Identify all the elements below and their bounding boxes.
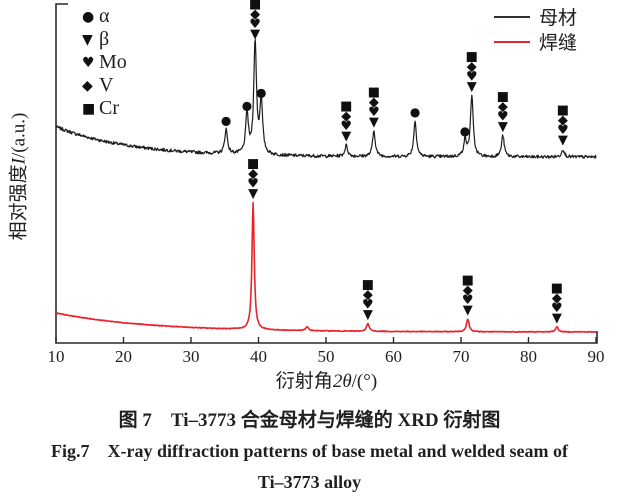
peak-marker-icon: ■ xyxy=(497,90,509,105)
x-axis-tick-label: 20 xyxy=(115,347,132,366)
x-axis-label: 衍射角2θ/(°) xyxy=(0,366,619,393)
peak-marker-icon: ■ xyxy=(362,278,374,293)
x-axis-tick-label: 70 xyxy=(453,347,470,366)
v-diamond-marker-icon: ◆ xyxy=(82,77,93,94)
figure-caption: 图 7 Ti–3773 合金母材与焊缝的 XRD 衍射图 Fig.7 X-ray… xyxy=(0,398,619,494)
peak-marker-icon: ◆ xyxy=(248,167,258,182)
peak-marker-icon: ♥ xyxy=(466,69,478,84)
peak-marker-icon: ◆ xyxy=(369,95,379,110)
y-axis-label-text: 相对强度 xyxy=(8,164,30,241)
peak-marker-icon: ◆ xyxy=(498,100,508,115)
phase-label-mo: Mo xyxy=(99,51,127,73)
x-axis-tick-label: 60 xyxy=(385,347,402,366)
peak-marker-icon: ■ xyxy=(557,103,569,118)
base-metal-line-swatch xyxy=(494,15,530,18)
xrd-chart-area: 10 20 30 40 50 60 70 80 90 ● ● ▼ ♥ ◆ ■ ● ▼ ♥ ◆ ■ ▼ ♥ ◆ ■ ● ● ▼ ♥ ◆ ■ ▼… xyxy=(0,0,619,393)
phase-label-cr: Cr xyxy=(99,97,119,119)
peak-marker-icon: ▼ xyxy=(463,303,473,318)
peak-marker-icon: ♥ xyxy=(249,17,261,32)
peak-marker-icon: ■ xyxy=(466,49,478,64)
beta-triangle-marker-icon: ▼ xyxy=(82,31,93,48)
y-axis-label-symbol: I xyxy=(8,158,30,165)
weld-seam-label: 焊缝 xyxy=(539,33,578,54)
series-legend: 母材 焊缝 xyxy=(494,4,577,54)
peak-marker-icon: ■ xyxy=(462,273,474,288)
x-axis-tick-label: 80 xyxy=(520,347,537,366)
peak-marker-icon: ♥ xyxy=(247,177,259,192)
phase-legend-item-beta: ▼ β xyxy=(82,28,127,51)
x-axis-label-units: /(°) xyxy=(351,371,378,392)
y-axis-label: 相对强度I/(a.u.) xyxy=(4,67,31,287)
peak-marker-icon: ● xyxy=(410,105,420,119)
x-axis-tick-label: 50 xyxy=(318,347,335,366)
peak-marker-icon: ♥ xyxy=(368,105,380,120)
x-axis-tick-label: 40 xyxy=(250,347,267,366)
phase-legend-item-cr: ■ Cr xyxy=(82,97,127,120)
caption-english-line1: Fig.7 X-ray diffraction patterns of base… xyxy=(51,441,568,461)
xrd-curve-base-metal xyxy=(55,39,597,159)
phase-legend-item-v: ◆ V xyxy=(82,74,127,97)
cr-square-marker-icon: ■ xyxy=(82,100,96,117)
peak-marker-icon: ▼ xyxy=(341,129,351,144)
xrd-plot: 10 20 30 40 50 60 70 80 90●●▼♥◆■●▼♥◆■▼♥◆■●●▼♥◆■▼… xyxy=(48,0,605,366)
x-axis-label-text: 衍射角 xyxy=(275,371,333,392)
peak-marker-icon: ■ xyxy=(551,281,563,296)
phase-label-beta: β xyxy=(99,28,110,50)
caption-english-line2: Ti–3773 alloy xyxy=(257,472,362,492)
weld-seam-line-swatch xyxy=(494,40,530,43)
caption-chinese: 图 7 Ti–3773 合金母材与焊缝的 XRD 衍射图 xyxy=(118,410,501,431)
peak-marker-icon: ● xyxy=(460,124,470,138)
x-axis-tick-label: 30 xyxy=(183,347,200,366)
phase-label-alpha: α xyxy=(99,5,110,27)
peak-marker-icon: ◆ xyxy=(250,7,260,22)
x-axis-tick-label: 90 xyxy=(588,347,605,366)
alpha-circle-marker-icon: ● xyxy=(82,8,95,25)
peak-marker-icon: ◆ xyxy=(558,113,568,128)
peak-marker-icon: ▼ xyxy=(250,27,260,42)
x-axis-label-symbol: 2θ xyxy=(332,371,352,392)
peak-marker-icon: ■ xyxy=(368,85,380,100)
peak-marker-icon: ■ xyxy=(247,157,259,172)
peak-marker-icon: ◆ xyxy=(467,59,477,74)
peak-marker-icon: ■ xyxy=(340,99,352,114)
phase-legend-item-alpha: ● α xyxy=(82,5,127,28)
peak-marker-icon: ▼ xyxy=(363,308,373,323)
peak-marker-icon: ● xyxy=(242,98,252,112)
peak-marker-icon: ▼ xyxy=(248,187,258,202)
phase-label-v: V xyxy=(99,74,114,96)
axes xyxy=(55,3,598,344)
y-axis-label-units: /(a.u.) xyxy=(8,112,30,159)
peak-marker-icon: ▼ xyxy=(498,120,508,135)
peak-marker-icon: ■ xyxy=(249,0,261,12)
peak-marker-icon: ♥ xyxy=(340,119,352,134)
peak-marker-icon: ◆ xyxy=(363,288,373,303)
base-metal-label: 母材 xyxy=(539,8,578,29)
peak-marker-icon: ◆ xyxy=(463,283,473,298)
phase-legend: ● α ▼ β ♥ Mo ◆ V ■ Cr xyxy=(82,5,127,120)
x-axis-tick-label: 10 xyxy=(48,347,65,366)
peak-marker-icon: ♥ xyxy=(551,301,563,316)
peak-marker-icon: ♥ xyxy=(497,110,509,125)
peak-marker-icon: ♥ xyxy=(362,298,374,313)
peak-marker-icon: ▼ xyxy=(369,115,379,130)
peak-marker-icon: ● xyxy=(221,113,231,127)
peak-marker-icon: ◆ xyxy=(552,291,562,306)
peak-marker-icon: ▼ xyxy=(552,311,562,326)
phase-legend-item-mo: ♥ Mo xyxy=(82,51,127,74)
peak-marker-icon: ▼ xyxy=(558,133,568,148)
peak-marker-icon: ♥ xyxy=(557,123,569,138)
series-legend-item-weld-seam: 焊缝 xyxy=(494,29,577,54)
mo-heart-marker-icon: ♥ xyxy=(82,54,95,71)
peak-marker-icon: ● xyxy=(256,85,266,99)
peak-marker-icon: ♥ xyxy=(462,293,474,308)
peak-marker-icon: ◆ xyxy=(341,109,351,124)
xrd-curve-weld-seam xyxy=(55,201,597,334)
series-legend-item-base-metal: 母材 xyxy=(494,4,577,29)
peak-marker-icon: ▼ xyxy=(467,79,477,94)
